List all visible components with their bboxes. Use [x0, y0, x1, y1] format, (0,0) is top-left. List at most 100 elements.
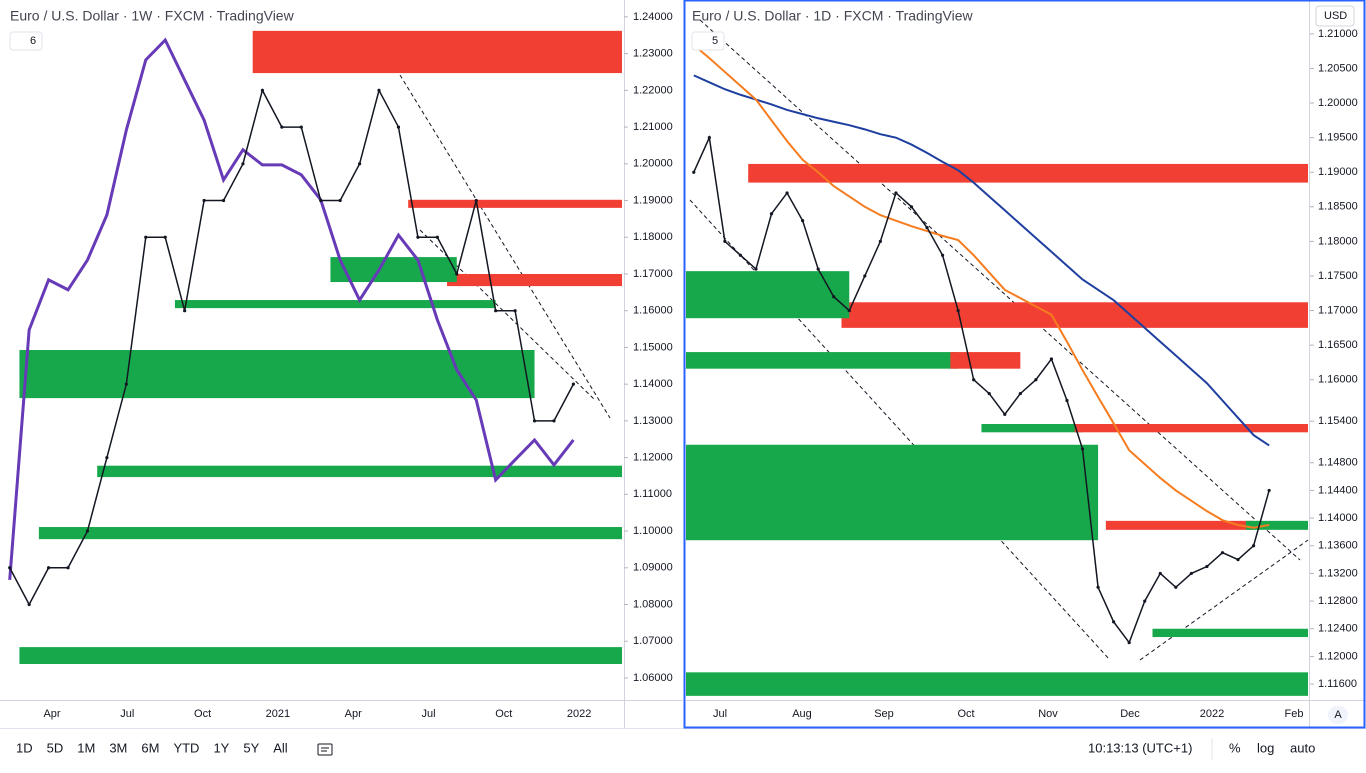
range-button[interactable]: 3M	[109, 740, 127, 755]
price-point	[987, 391, 991, 396]
price-line	[693, 135, 1270, 645]
range-button[interactable]: 1M	[77, 740, 95, 755]
clock: 10:13:13 (UTC+1)	[1088, 740, 1192, 755]
price-point	[552, 419, 556, 423]
zone	[330, 257, 457, 283]
price-point	[1143, 599, 1147, 603]
y-tick-label: 1.18500	[1318, 201, 1358, 213]
range-button[interactable]: 6M	[141, 740, 159, 755]
badge-count[interactable]: 6	[30, 35, 36, 47]
y-tick-label: 1.22000	[633, 84, 673, 96]
price-point	[513, 309, 517, 313]
price-point	[416, 235, 420, 239]
zone	[38, 527, 622, 540]
price-point	[956, 308, 960, 313]
price-point	[260, 88, 265, 92]
zone	[1152, 628, 1308, 638]
zone	[252, 30, 622, 74]
price-point	[66, 566, 70, 570]
price-point	[1251, 544, 1256, 548]
price-point	[299, 125, 303, 129]
x-tick-label: Feb	[1285, 708, 1304, 720]
active-frame	[683, 0, 1366, 729]
price-point	[1267, 488, 1271, 493]
price-point	[1112, 620, 1116, 624]
y-tick-label: 1.16500	[1318, 339, 1358, 351]
price-point	[357, 162, 362, 166]
zone	[447, 273, 622, 287]
range-button[interactable]: 5Y	[243, 740, 259, 755]
y-tick-label: 1.17500	[1318, 270, 1358, 282]
range-button[interactable]: YTD	[173, 740, 199, 755]
y-tick-label: 1.10000	[633, 525, 673, 537]
x-tick-label: Oct	[957, 708, 974, 720]
price-point	[319, 198, 323, 203]
range-button[interactable]: 1Y	[213, 740, 229, 755]
price-point	[863, 274, 867, 278]
x-tick-label: Nov	[1038, 708, 1058, 720]
price-point	[474, 198, 478, 203]
zone	[748, 163, 1308, 183]
price-point	[1049, 357, 1054, 361]
y-tick-label: 1.14800	[1318, 457, 1358, 469]
price-point	[692, 170, 696, 174]
price-point	[163, 235, 167, 239]
y-tick-label: 1.09000	[633, 562, 673, 574]
y-tick-label: 1.20500	[1318, 62, 1358, 74]
scale-option[interactable]: %	[1229, 740, 1241, 755]
y-tick-label: 1.20000	[1318, 97, 1358, 109]
currency-button[interactable]	[1315, 5, 1355, 27]
range-button[interactable]: 1D	[16, 740, 33, 755]
price-point	[494, 309, 498, 313]
auto-scale-label[interactable]: A	[1334, 709, 1342, 721]
badge[interactable]	[9, 31, 43, 51]
y-tick-label: 1.12000	[1318, 650, 1358, 662]
price-point	[46, 566, 51, 570]
zone	[408, 199, 622, 208]
x-tick-label: 2022	[567, 708, 591, 720]
compare-icon[interactable]	[317, 743, 333, 756]
x-tick-label: Jul	[120, 708, 134, 720]
price-point	[1158, 571, 1162, 576]
price-point	[1174, 585, 1178, 589]
currency[interactable]: USD	[1324, 10, 1347, 22]
y-tick-label: 1.20000	[633, 158, 673, 170]
price-point	[1220, 551, 1225, 555]
indicator-line	[693, 74, 1270, 447]
price-point	[377, 88, 381, 92]
badge-count[interactable]: 5	[712, 35, 718, 47]
badge[interactable]	[691, 31, 725, 51]
zone	[1105, 520, 1254, 530]
price-point	[105, 456, 109, 460]
y-tick-label: 1.17000	[1318, 304, 1358, 316]
y-tick-label: 1.19500	[1318, 132, 1358, 144]
y-tick-label: 1.16000	[1318, 374, 1358, 386]
price-point	[769, 212, 774, 216]
price-point	[940, 253, 945, 257]
price-line	[9, 88, 575, 607]
x-tick-label: Apr	[43, 708, 60, 720]
price-point	[85, 529, 90, 533]
zone	[686, 352, 959, 369]
price-point	[816, 267, 820, 271]
scale-option[interactable]: log	[1257, 740, 1274, 755]
trendlines	[399, 19, 1309, 661]
y-tick-label: 1.19000	[633, 194, 673, 206]
price-point	[202, 198, 206, 203]
zone	[686, 271, 850, 319]
range-button[interactable]: 5D	[47, 740, 64, 755]
zone	[686, 672, 1308, 696]
range-button[interactable]: All	[273, 740, 288, 755]
indicator-line	[8, 37, 575, 581]
y-tick-label: 1.12800	[1318, 595, 1358, 607]
auto-scale-button[interactable]	[1328, 706, 1348, 724]
price-point	[801, 219, 805, 223]
scale-option[interactable]: auto	[1290, 740, 1315, 755]
y-tick-label: 1.12400	[1318, 623, 1358, 635]
y-tick-label: 1.12000	[633, 452, 673, 464]
y-tick-label: 1.11600	[1318, 678, 1357, 690]
price-point	[738, 253, 743, 257]
price-point	[1003, 412, 1007, 416]
zone	[950, 352, 1021, 369]
